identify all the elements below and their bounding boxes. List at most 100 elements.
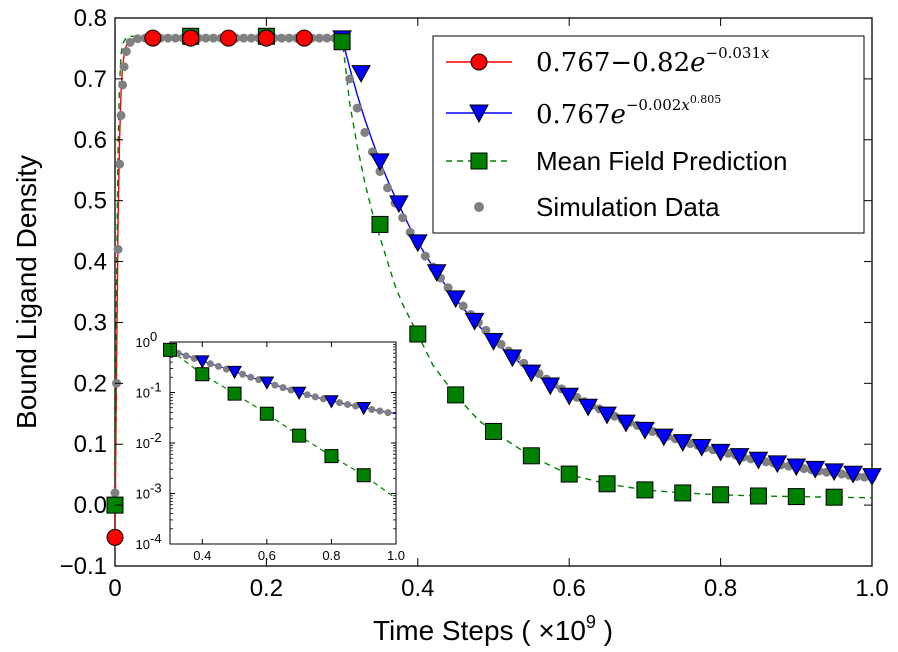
- legend-label-simulation: Simulation Data: [536, 192, 720, 222]
- legend-fit-decay-exp: −0.002: [626, 96, 682, 114]
- legend-fit-rise-exp: −0.031: [706, 44, 762, 62]
- simulation-point: [119, 62, 129, 72]
- mean_field-marker: [636, 481, 654, 499]
- legend-entry-fit-rise: 0.767−0.82e−0.031x: [446, 44, 770, 78]
- simulation-point: [163, 33, 173, 43]
- fit_decay-marker: [862, 468, 882, 486]
- simulation-point: [277, 33, 287, 43]
- simulation-point: [133, 34, 143, 44]
- fit_decay-marker: [389, 195, 409, 214]
- fit_decay-marker: [691, 438, 712, 457]
- fit_decay-marker: [483, 333, 504, 351]
- inset-x-tick-label: 1.0: [387, 548, 405, 563]
- fit_decay-marker: [729, 448, 750, 466]
- fit_decay-marker: [426, 264, 447, 282]
- fit_decay-marker: [502, 349, 523, 368]
- fit_rise-marker: [182, 29, 200, 47]
- inset-x-tick-label: 0.8: [322, 548, 340, 563]
- legend-marker-simulation: [474, 202, 484, 212]
- x-tick-label: 0.4: [401, 575, 434, 602]
- inset-y-tick-exponent: -2: [150, 430, 162, 445]
- simulation-point: [420, 251, 430, 261]
- inset-simulation-point: [182, 352, 190, 360]
- x-tick-label: 0.2: [250, 575, 283, 602]
- legend-fit-decay-x: x: [681, 96, 690, 114]
- simulation-point: [443, 283, 453, 293]
- inset-y-tick-label: 10: [136, 537, 150, 552]
- inset-series-markers: [162, 342, 392, 483]
- legend-entry-simulation: Simulation Data: [474, 192, 720, 222]
- simulation-point: [375, 166, 385, 176]
- y-tick-label: 0.5: [74, 188, 107, 215]
- main-axis-ticks: 0 0.2 0.4 0.6 0.8 1.0 −0.1 0.0 0.1 0.2 0.3 0.4 0.5 0.…: [60, 5, 889, 602]
- inset-simulation-point: [384, 409, 392, 417]
- inset_decay_fit-marker: [356, 402, 372, 416]
- inset-x-tick-label: 0.4: [193, 548, 211, 563]
- fit_decay-marker: [616, 414, 636, 433]
- inset-y-tick-exponent: -3: [150, 481, 162, 496]
- mean_field-marker: [825, 488, 843, 506]
- inset_mean_field-marker: [292, 428, 307, 443]
- legend-fit-rise-e: e: [690, 48, 705, 78]
- inset-y-tick-label: 10: [136, 386, 150, 401]
- simulation-point: [398, 213, 408, 223]
- x-tick-label: 0.6: [553, 575, 586, 602]
- mean_field-marker: [522, 447, 540, 465]
- y-tick-label: 0.6: [74, 127, 107, 154]
- simulation-point: [201, 33, 211, 43]
- inset_mean_field-marker: [259, 406, 274, 421]
- simulation-point: [118, 80, 128, 90]
- fit_decay-marker: [710, 443, 731, 462]
- inset_decay_fit-marker: [259, 376, 275, 390]
- simulation-point: [121, 46, 131, 56]
- y-tick-label: 0.0: [74, 492, 107, 519]
- inset-simulation-point: [214, 362, 222, 370]
- x-axis-title-close: ): [596, 615, 613, 646]
- x-axis-title: Time Steps ( ×109 ): [373, 612, 613, 646]
- mean_field-marker: [409, 325, 427, 343]
- simulation-point: [314, 33, 324, 43]
- fit_decay-marker: [805, 460, 826, 479]
- x-tick-label: 0.8: [704, 575, 737, 602]
- mean_field-marker: [598, 475, 616, 493]
- inset-x-tick-label: 0.6: [258, 548, 276, 563]
- fit_decay-marker: [767, 455, 788, 474]
- x-axis-title-exponent: 9: [586, 612, 596, 632]
- inset-y-tick-exponent: -1: [150, 380, 162, 395]
- mean_field-marker: [333, 33, 351, 51]
- fit_decay-marker: [597, 406, 617, 425]
- simulation-point: [496, 339, 506, 349]
- legend-fit-rise-x: x: [761, 44, 770, 62]
- y-tick-label: 0.1: [74, 431, 107, 458]
- simulation-point: [360, 127, 370, 137]
- legend-fit-decay-e: e: [610, 100, 625, 130]
- fit_decay-marker: [445, 290, 466, 309]
- fit_decay-marker: [559, 387, 580, 406]
- simulation-point: [481, 325, 491, 335]
- inset-simulation-point: [376, 407, 384, 415]
- mean_field-marker: [674, 484, 692, 502]
- legend-fit-decay-power: 0.805: [690, 93, 722, 106]
- legend-label-mean-field: Mean Field Prediction: [536, 146, 787, 176]
- y-axis-title: Bound Ligand Density: [11, 155, 42, 429]
- fit_decay-marker: [464, 312, 485, 331]
- fit_decay-marker: [635, 421, 655, 440]
- inset_decay_fit-marker: [227, 365, 242, 380]
- fit_decay-marker: [824, 463, 844, 482]
- inset-simulation-point: [279, 384, 287, 392]
- inset-simulation-point: [206, 360, 214, 368]
- mean_field-marker: [447, 386, 465, 404]
- y-tick-label: 0.3: [74, 309, 107, 336]
- inset-simulation-point: [336, 399, 343, 407]
- inset-simulation-point: [352, 402, 360, 410]
- simulation-point: [345, 74, 355, 84]
- legend-entry-fit-decay: 0.767e−0.002x0.805: [446, 93, 721, 130]
- mean_field-marker: [712, 486, 730, 504]
- legend-marker-fit-rise: [470, 53, 488, 71]
- simulation-point: [125, 37, 135, 47]
- inset-y-tick-label: 10: [136, 436, 150, 451]
- mean_field-marker: [787, 488, 805, 506]
- y-tick-label: 0.2: [74, 370, 107, 397]
- simulation-point: [239, 33, 249, 43]
